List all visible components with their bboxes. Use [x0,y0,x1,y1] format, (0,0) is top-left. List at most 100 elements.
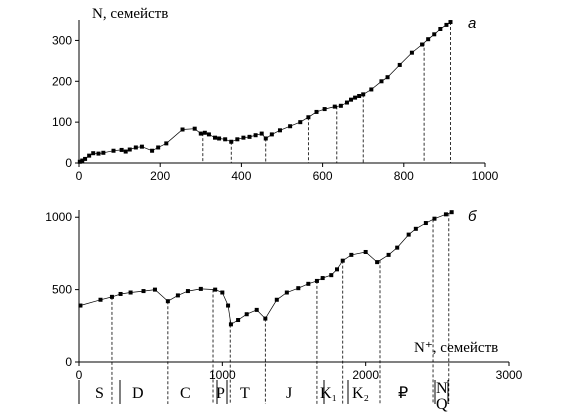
panel-a-data-point [444,22,449,27]
panel-b-data-point [349,252,354,257]
panel-b-data-point [128,290,133,295]
period-label: D [132,385,144,402]
panel-a-data-point [206,132,211,137]
panel-a-data-point [77,159,82,164]
panel-a-x-tick-label: 1000 [472,169,499,183]
panel-b-data-point [443,212,448,217]
period-label: Q [436,396,448,413]
panel-a-data-point [235,137,240,142]
panel-b: 0 1000 2000 3000 0 500 1000 N⁺, семейств б [45,208,523,404]
panel-a-data-point [409,50,414,55]
period-label: P [216,385,225,402]
panel-a-data-point [298,120,303,125]
panel-b-data-point [274,297,279,302]
panel-b-data-point [141,289,146,294]
panel-a-y-tick-label: 200 [52,74,72,88]
panel-a-data-point [432,32,437,37]
panel-a-data-point [164,141,169,146]
period-label: N [436,380,448,397]
period-label: K₁ [320,385,337,402]
panel-a-data-point [361,92,366,97]
panel-a-data-point [369,87,374,92]
panel-a-series-line [79,21,451,163]
panel-b-data-point [98,297,103,302]
panel-a-data-point [150,148,155,153]
panel-b-series-line [80,211,452,325]
panel-b-data-point [284,290,289,295]
period-label: ₽ [398,385,408,402]
panel-b-data-point [423,221,428,226]
panel-a-data-point [133,145,138,150]
panel-a-data-point [217,136,222,141]
panel-a-data-point [119,147,124,152]
panel-a: 0 200 400 600 800 1000 0 100 200 300 N, семейств… [52,6,499,183]
panel-a-data-point [101,150,106,155]
panel-b-x-tick-label: 3000 [496,368,523,382]
panel-a-data-point [426,37,431,42]
panel-b-data-point [329,273,334,278]
panel-a-data-point [344,100,349,105]
panel-b-data-point [109,294,114,299]
panel-a-data-point [87,153,92,158]
panel-b-data-point [449,210,454,215]
panel-a-data-point [127,147,132,152]
panel-a-x-tick-label: 400 [231,169,251,183]
panel-b-data-point [185,289,190,294]
panel-b-xlabel: N⁺, семейств [414,340,498,356]
panel-b-data-point [254,307,259,312]
panel-a-x-tick-label: 800 [394,169,414,183]
panel-b-data-point [320,276,325,281]
panel-a-y-tick-label: 300 [52,33,72,47]
panel-b-data-point [296,286,301,291]
panel-a-data-point [83,156,88,161]
panel-a-data-point [448,20,453,25]
panel-b-data-point [152,287,157,292]
period-label: J [286,385,292,402]
panel-b-y-tick-label: 1000 [45,210,72,224]
panel-a-data-point [192,126,197,131]
panel-b-data-point [226,303,231,308]
panel-b-label: б [468,208,477,225]
panel-a-y-tick-label: 100 [52,115,72,129]
panel-a-x-tick-label: 200 [150,169,170,183]
panel-b-data-point [118,291,123,296]
panel-b-data-point [386,252,391,257]
panel-a-data-point [111,148,116,153]
panel-a-x-tick-label: 600 [313,169,333,183]
panel-a-data-point [223,137,228,142]
panel-a-data-point [397,62,402,67]
panel-a-data-point [288,124,293,129]
panel-b-x-tick-label: 2000 [352,368,379,382]
period-label: K₂ [352,385,369,402]
panel-a-data-point [202,130,207,135]
panel-a-x-ticks: 0 200 400 600 800 1000 [76,163,499,183]
panel-a-data-point [123,149,128,154]
panel-a-data-point [247,134,252,139]
panel-a-data-point [338,103,343,108]
panel-a-data-point [438,26,443,31]
panel-b-data-point [335,267,339,272]
panel-a-data-point [385,75,390,80]
panel-b-data-point [363,249,368,254]
panel-a-data-point [259,131,264,136]
panel-a-label: а [468,15,476,32]
panel-a-y-ticks: 0 100 200 300 [52,33,79,170]
period-label: T [240,385,250,402]
period-label: S [95,385,104,402]
period-scale: S D C P T J K₁ K₂ ₽ N Q [78,380,449,413]
panel-a-data-point [241,135,246,140]
panel-b-data-point [306,281,311,286]
panel-b-reference-lines [111,213,450,404]
panel-b-data-point [175,293,180,298]
panel-a-data-point [80,158,85,163]
panel-b-data-point [395,245,400,250]
panel-b-data-point [406,232,411,237]
panel-b-data-point [220,290,225,295]
panel-b-data-point [314,278,319,283]
panel-a-data-point [96,151,101,156]
panel-a-data-point [353,95,358,100]
panel-b-points [78,210,454,327]
panel-a-data-point [332,104,337,109]
panel-b-x-ticks: 0 1000 2000 3000 [76,362,523,382]
